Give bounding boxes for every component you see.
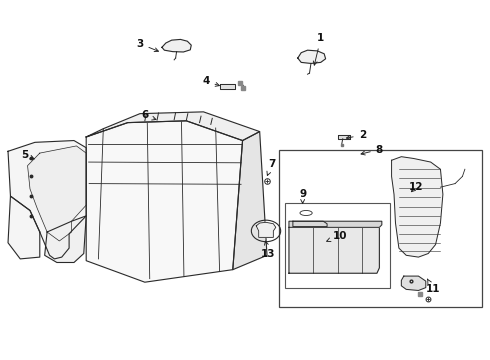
Polygon shape [338, 135, 350, 139]
Text: 6: 6 [141, 111, 156, 121]
Text: 8: 8 [361, 144, 383, 155]
Text: 9: 9 [299, 189, 306, 203]
Polygon shape [233, 132, 267, 270]
Text: 5: 5 [22, 150, 34, 160]
Polygon shape [289, 227, 379, 273]
Polygon shape [293, 221, 327, 226]
Polygon shape [401, 276, 426, 291]
Polygon shape [45, 216, 86, 262]
Text: 3: 3 [136, 39, 158, 51]
Text: 2: 2 [346, 130, 366, 140]
Polygon shape [8, 196, 40, 259]
Polygon shape [298, 50, 326, 63]
Polygon shape [86, 112, 260, 140]
Polygon shape [220, 84, 235, 89]
Polygon shape [289, 221, 382, 227]
Polygon shape [27, 146, 86, 241]
Polygon shape [392, 157, 443, 257]
Text: 1: 1 [313, 33, 324, 65]
Polygon shape [86, 121, 243, 282]
Polygon shape [8, 140, 86, 259]
Text: 12: 12 [409, 182, 423, 192]
Text: 11: 11 [426, 279, 441, 294]
Polygon shape [162, 40, 191, 52]
Bar [285, 203, 390, 288]
Text: 7: 7 [267, 159, 275, 175]
Bar [279, 149, 482, 307]
Text: 13: 13 [261, 241, 276, 258]
Polygon shape [256, 222, 276, 237]
Text: 10: 10 [327, 231, 347, 242]
Text: 4: 4 [202, 76, 220, 86]
